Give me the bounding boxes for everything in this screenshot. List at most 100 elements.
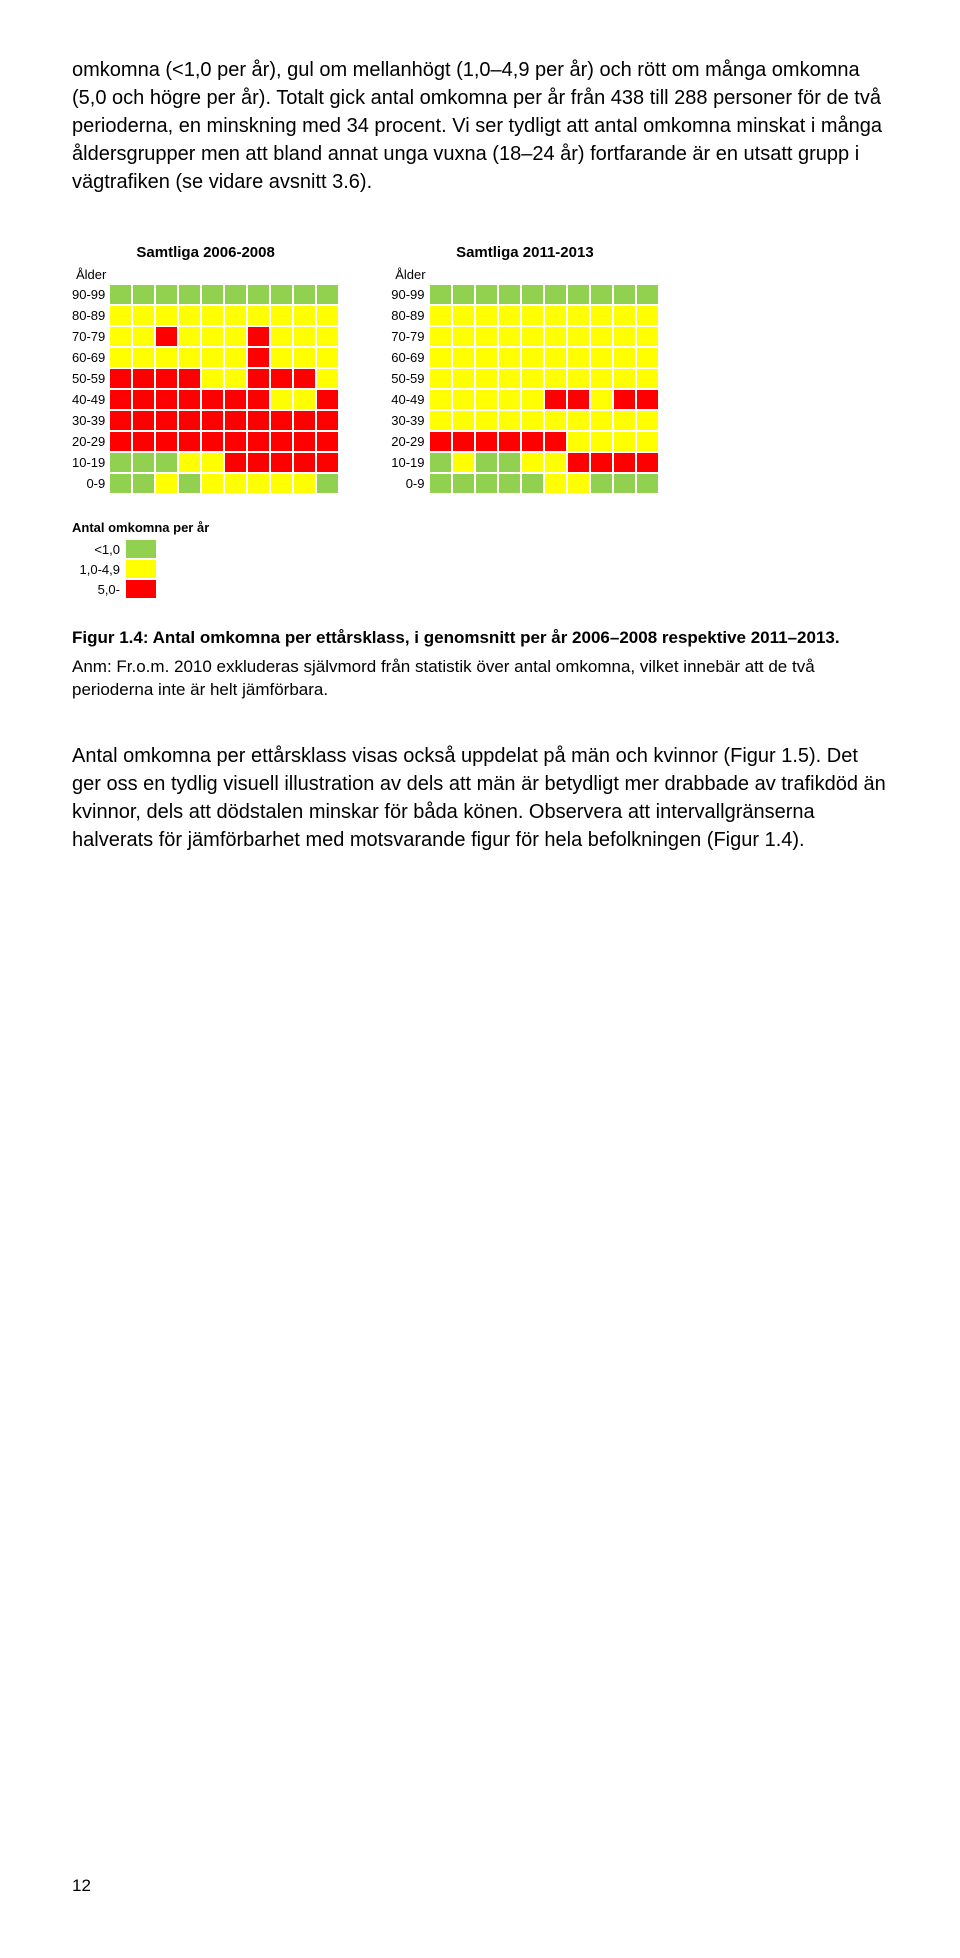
heatmap: Samtliga 2011-2013Ålder90-9980-8970-7960… <box>391 244 658 494</box>
heatmap-cell <box>155 389 178 410</box>
heatmap-cell <box>316 284 339 305</box>
heatmap-cell <box>429 389 452 410</box>
heatmap-cell <box>544 452 567 473</box>
heatmap-cell <box>567 473 590 494</box>
heatmap-cell <box>452 389 475 410</box>
heatmap-axis-label: Ålder <box>395 267 658 282</box>
heatmap-cell <box>613 305 636 326</box>
heatmap-row-label: 30-39 <box>72 410 109 431</box>
heatmap-cell <box>475 326 498 347</box>
heatmap-cell <box>132 347 155 368</box>
heatmap-cell <box>429 284 452 305</box>
heatmap-cell <box>567 452 590 473</box>
heatmap-row-label: 0-9 <box>391 473 428 494</box>
heatmap-cell <box>155 326 178 347</box>
heatmap-grid: 90-9980-8970-7960-6950-5940-4930-3920-29… <box>72 284 339 494</box>
heatmap-cell <box>132 431 155 452</box>
heatmap-cell <box>521 347 544 368</box>
heatmap-cell <box>224 284 247 305</box>
heatmap-cell <box>247 368 270 389</box>
heatmap-cell <box>590 452 613 473</box>
heatmap-cell <box>590 389 613 410</box>
heatmap-cell <box>498 389 521 410</box>
heatmap-cell <box>452 305 475 326</box>
heatmap-cell <box>201 305 224 326</box>
heatmap-cell <box>178 368 201 389</box>
heatmap-cell <box>544 431 567 452</box>
heatmap: Samtliga 2006-2008Ålder90-9980-8970-7960… <box>72 244 339 494</box>
heatmap-cell <box>429 473 452 494</box>
heatmap-cell <box>567 431 590 452</box>
heatmap-cell <box>178 326 201 347</box>
heatmap-cell <box>178 431 201 452</box>
heatmap-cell <box>636 284 659 305</box>
heatmap-cell <box>544 473 567 494</box>
heatmap-cell <box>247 389 270 410</box>
heatmap-cell <box>316 326 339 347</box>
heatmap-cell <box>544 347 567 368</box>
heatmap-cell <box>155 305 178 326</box>
heatmap-cell <box>521 389 544 410</box>
heatmap-cell <box>224 410 247 431</box>
heatmap-cell <box>270 431 293 452</box>
heatmap-cell <box>636 389 659 410</box>
heatmap-cell <box>316 431 339 452</box>
heatmap-cell <box>155 452 178 473</box>
heatmap-cell <box>590 305 613 326</box>
heatmap-cell <box>452 368 475 389</box>
heatmap-cell <box>109 431 132 452</box>
heatmap-row-label: 90-99 <box>391 284 428 305</box>
heatmap-cell <box>270 284 293 305</box>
heatmap-cell <box>544 284 567 305</box>
heatmap-cell <box>109 410 132 431</box>
heatmap-cell <box>544 326 567 347</box>
heatmap-cell <box>224 368 247 389</box>
heatmap-cell <box>590 410 613 431</box>
heatmap-cell <box>270 347 293 368</box>
heatmap-cell <box>498 326 521 347</box>
heatmap-cell <box>293 431 316 452</box>
heatmap-cell <box>452 452 475 473</box>
heatmap-cell <box>109 473 132 494</box>
heatmap-cell <box>429 452 452 473</box>
heatmap-cell <box>201 473 224 494</box>
heatmap-cell <box>475 452 498 473</box>
heatmap-row-label: 30-39 <box>391 410 428 431</box>
heatmap-cell <box>521 410 544 431</box>
heatmap-cell <box>636 347 659 368</box>
heatmap-row-label: 70-79 <box>391 326 428 347</box>
heatmap-cell <box>475 431 498 452</box>
heatmap-row-label: 60-69 <box>391 347 428 368</box>
heatmap-row-label: 80-89 <box>391 305 428 326</box>
heatmap-row-label: 10-19 <box>391 452 428 473</box>
heatmap-cell <box>293 368 316 389</box>
heatmap-cell <box>201 284 224 305</box>
heatmap-cell <box>201 347 224 368</box>
heatmap-cell <box>429 305 452 326</box>
heatmap-cell <box>293 410 316 431</box>
heatmap-cell <box>293 305 316 326</box>
heatmap-cell <box>155 410 178 431</box>
legend-label: <1,0 <box>72 542 126 557</box>
heatmap-grid: 90-9980-8970-7960-6950-5940-4930-3920-29… <box>391 284 658 494</box>
heatmap-cell <box>201 389 224 410</box>
heatmap-cell <box>429 410 452 431</box>
heatmap-cell <box>567 410 590 431</box>
heatmap-cell <box>132 326 155 347</box>
heatmap-cell <box>178 347 201 368</box>
heatmap-cell <box>613 473 636 494</box>
heatmap-cell <box>498 431 521 452</box>
heatmap-cell <box>498 284 521 305</box>
heatmap-cell <box>475 284 498 305</box>
heatmap-cell <box>178 410 201 431</box>
heatmap-cell <box>498 305 521 326</box>
heatmap-cell <box>613 389 636 410</box>
heatmap-cell <box>247 410 270 431</box>
heatmap-row-label: 70-79 <box>72 326 109 347</box>
heatmap-cell <box>636 305 659 326</box>
heatmap-cell <box>521 431 544 452</box>
heatmap-cell <box>475 473 498 494</box>
heatmap-cell <box>613 326 636 347</box>
heatmap-title: Samtliga 2006-2008 <box>72 244 339 261</box>
heatmap-cell <box>636 410 659 431</box>
